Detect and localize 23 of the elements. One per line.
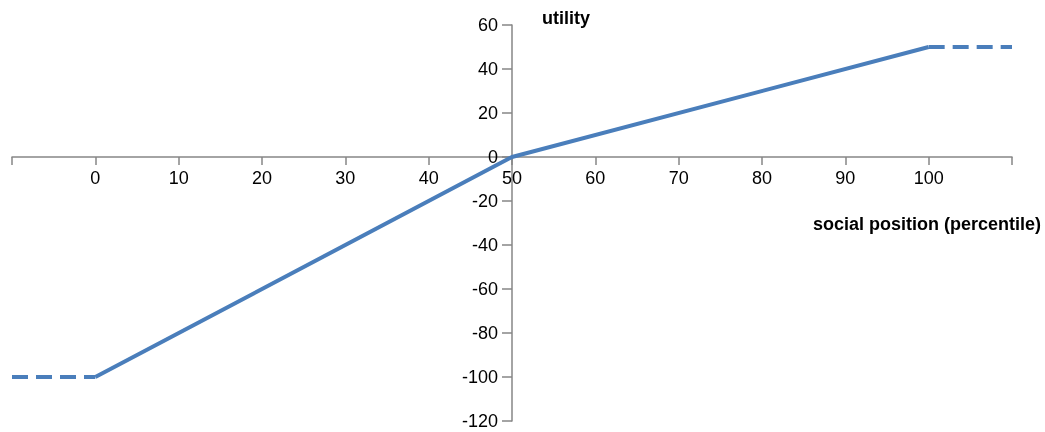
y-tick-label: -80 (471, 323, 498, 343)
y-tick-label: -60 (471, 279, 498, 299)
y-tick-label: 40 (477, 59, 498, 79)
y-tick-label: -20 (471, 191, 498, 211)
x-tick-label: 50 (501, 168, 523, 188)
x-tick-label: 70 (668, 168, 689, 188)
y-tick-label: 20 (477, 103, 498, 123)
x-tick-label: 90 (835, 168, 856, 188)
x-tick-label: 30 (335, 168, 356, 188)
y-tick-label: -120 (461, 411, 498, 431)
y-axis-title: utility (542, 8, 590, 28)
y-tick-label: 0 (487, 147, 498, 167)
x-tick-label: 0 (90, 168, 101, 188)
x-tick-label: 80 (751, 168, 773, 188)
y-tick-label: -100 (461, 367, 498, 387)
x-tick-label: 40 (418, 168, 439, 188)
y-tick-label: 60 (477, 15, 498, 35)
y-tick-label: -40 (471, 235, 498, 255)
x-axis-title: social position (percentile) (812, 214, 1042, 234)
x-tick-label: 60 (585, 168, 606, 188)
x-tick-label: 20 (251, 168, 273, 188)
x-tick-label: 100 (913, 168, 944, 188)
x-tick-label: 10 (168, 168, 189, 188)
